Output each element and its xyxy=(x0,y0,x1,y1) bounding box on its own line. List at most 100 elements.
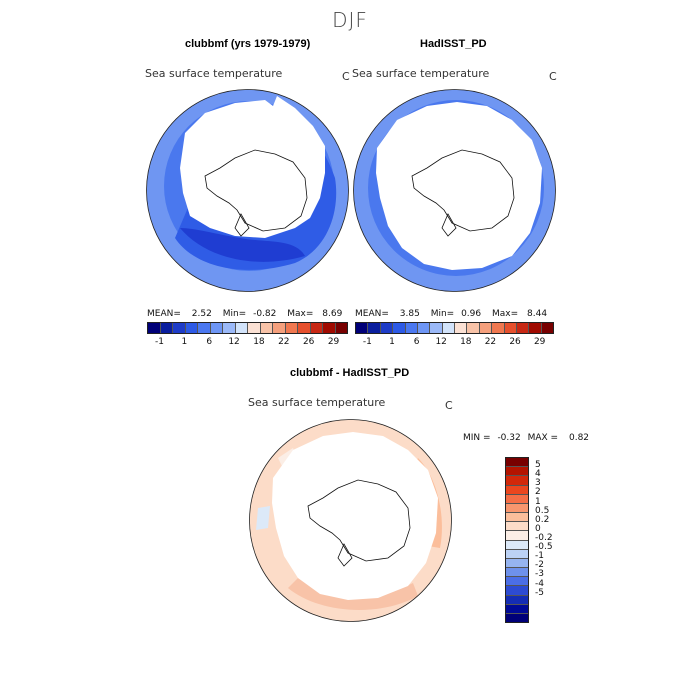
colorbar-tick-label: -1 xyxy=(362,337,372,347)
colorbar-tick-label: 1 xyxy=(389,337,395,347)
colorbar-swatch xyxy=(506,568,528,578)
colorbar-swatch xyxy=(210,323,223,333)
colorbar-swatch xyxy=(310,323,323,333)
colorbar-tick-label: -0.5 xyxy=(535,542,553,553)
colorbar-swatch xyxy=(273,323,286,333)
diff-colorbar-ticks: 5 4 3 2 1 0.5 0.2 0 -0.2 -0.5 -1 -2 -3 -4 -5 xyxy=(535,457,575,623)
colorbar-tick-label: 22 xyxy=(278,337,290,347)
colorbar-swatch xyxy=(148,323,161,333)
colorbar-swatch xyxy=(260,323,273,333)
colorbar-tick-label: 4 xyxy=(535,469,541,480)
colorbar-swatch xyxy=(506,458,528,468)
diff-unit-label: C xyxy=(445,399,453,412)
colorbar-swatch xyxy=(285,323,298,333)
colorbar-swatch xyxy=(223,323,236,333)
model-variable-label: Sea surface temperature xyxy=(145,67,283,80)
obs-mean-label: MEAN= xyxy=(355,309,389,319)
diff-max-value: 0.82 xyxy=(568,433,590,443)
diff-cool-patch-west xyxy=(256,506,270,530)
model-polar-map xyxy=(146,89,349,292)
diff-ice-mask xyxy=(272,432,438,600)
model-colorbar-ticks: -1 1 6 12 18 22 26 29 xyxy=(147,337,346,349)
diff-antarctica-outline xyxy=(307,479,411,567)
colorbar-swatch xyxy=(173,323,186,333)
model-mean-label: MEAN= xyxy=(147,309,181,319)
season-title: DJF xyxy=(332,8,368,32)
model-sea-ice xyxy=(180,96,325,238)
obs-sea-ice xyxy=(376,102,542,270)
colorbar-tick-label: -2 xyxy=(535,560,544,571)
colorbar-swatch xyxy=(160,323,173,333)
colorbar-tick-label: 6 xyxy=(206,337,213,347)
obs-polar-map xyxy=(353,89,556,292)
obs-colorbar xyxy=(355,322,554,334)
colorbar-swatch xyxy=(529,323,542,333)
diff-max-label: MAX = xyxy=(527,433,559,443)
colorbar-swatch xyxy=(393,323,406,333)
colorbar-tick-label: 1 xyxy=(181,337,188,347)
colorbar-swatch xyxy=(541,323,553,333)
diff-stats: MIN = -0.32 MAX = 0.82 xyxy=(463,433,589,443)
colorbar-swatch xyxy=(467,323,480,333)
obs-colorbar-ticks: -1 1 6 12 18 22 26 29 xyxy=(355,337,552,349)
colorbar-tick-label: 18 xyxy=(460,337,472,347)
colorbar-tick-label: 5 xyxy=(535,460,541,471)
colorbar-swatch xyxy=(506,613,528,623)
colorbar-swatch xyxy=(455,323,468,333)
colorbar-tick-label: 12 xyxy=(435,337,447,347)
obs-antarctica-outline xyxy=(411,149,515,237)
diff-polar-map xyxy=(249,419,452,622)
colorbar-tick-label: 3 xyxy=(535,478,541,489)
diff-panel-title: clubbmf - HadISST_PD xyxy=(290,367,410,379)
colorbar-swatch xyxy=(235,323,248,333)
colorbar-swatch xyxy=(506,586,528,596)
model-max-label: Max= xyxy=(287,309,314,319)
colorbar-swatch xyxy=(185,323,198,333)
model-min-label: Min= xyxy=(222,309,247,319)
colorbar-swatch xyxy=(430,323,443,333)
colorbar-swatch xyxy=(248,323,261,333)
model-stats: MEAN= 2.52 Min= -0.82 Max= 8.69 xyxy=(147,309,342,319)
obs-variable-label: Sea surface temperature xyxy=(352,67,490,80)
model-cold-tongue xyxy=(180,228,305,262)
colorbar-tick-label: 0.5 xyxy=(535,505,550,516)
colorbar-swatch xyxy=(506,476,528,486)
colorbar-swatch xyxy=(506,604,528,614)
colorbar-swatch xyxy=(506,503,528,514)
colorbar-swatch xyxy=(492,323,505,333)
colorbar-swatch xyxy=(442,323,455,333)
colorbar-swatch xyxy=(298,323,311,333)
colorbar-tick-label: 18 xyxy=(253,337,265,347)
diff-colorbar xyxy=(505,457,529,623)
colorbar-swatch xyxy=(506,549,528,559)
colorbar-tick-label: -5 xyxy=(535,587,544,598)
colorbar-swatch xyxy=(335,323,347,333)
colorbar-swatch xyxy=(417,323,431,333)
colorbar-swatch xyxy=(506,558,528,569)
colorbar-tick-label: 26 xyxy=(302,337,315,347)
colorbar-swatch xyxy=(479,323,493,333)
colorbar-tick-label: 12 xyxy=(228,337,240,347)
colorbar-tick-label: 1 xyxy=(535,496,541,507)
model-colorbar xyxy=(147,322,348,334)
colorbar-tick-label: 0.2 xyxy=(535,514,550,525)
colorbar-tick-label: -1 xyxy=(535,551,544,562)
obs-min-value: 0.96 xyxy=(461,309,482,319)
diff-warm-patch-south xyxy=(288,578,418,610)
colorbar-tick-label: 29 xyxy=(327,337,340,347)
diff-min-label: MIN = xyxy=(463,433,491,443)
colorbar-tick-label: -3 xyxy=(535,569,544,580)
colorbar-swatch xyxy=(506,522,528,532)
colorbar-swatch xyxy=(506,577,528,587)
model-panel-title: clubbmf (yrs 1979-1979) xyxy=(185,38,311,50)
colorbar-tick-label: 6 xyxy=(413,337,420,347)
colorbar-tick-label: -0.2 xyxy=(535,533,553,543)
colorbar-swatch xyxy=(380,323,394,333)
colorbar-tick-label: 2 xyxy=(535,487,541,498)
model-unit-label: C xyxy=(342,70,350,83)
colorbar-swatch xyxy=(506,467,528,477)
colorbar-tick-label: 0 xyxy=(535,523,541,534)
colorbar-swatch xyxy=(506,494,528,504)
obs-mean-value: 3.85 xyxy=(399,309,420,319)
colorbar-swatch xyxy=(506,531,528,541)
